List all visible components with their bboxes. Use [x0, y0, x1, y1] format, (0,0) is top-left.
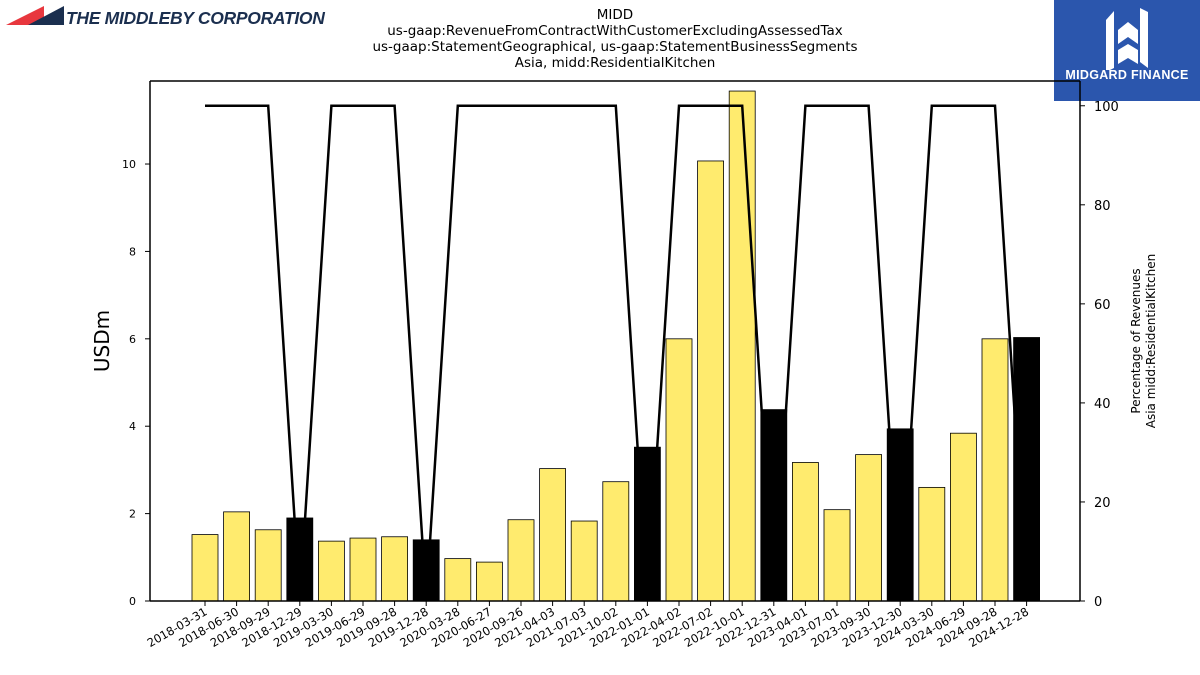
- brand-name: MIDGARD FINANCE: [1065, 68, 1189, 82]
- bar-2021-04-03: [539, 468, 566, 602]
- line-layer: [205, 104, 1028, 602]
- bar-2021-07-03: [570, 520, 598, 602]
- logo-navy-shape: [28, 6, 64, 25]
- y-axis-right-label-line2: Asia midd:ResidentialKitchen: [1144, 254, 1158, 428]
- y-tick-label-right: 0: [1094, 595, 1102, 610]
- bar-2022-04-02: [665, 338, 693, 602]
- y-tick-label-left: 0: [129, 595, 136, 608]
- brand-mark-center: [1118, 22, 1138, 44]
- y-tick-label-right: 40: [1094, 397, 1111, 412]
- percentage-line: [205, 104, 1028, 602]
- bar-2024-09-28: [981, 338, 1009, 602]
- title-axes: us-gaap:StatementGeographical, us-gaap:S…: [372, 39, 858, 55]
- bar-2019-03-30: [317, 540, 345, 602]
- y-axis-label: USDm: [90, 310, 114, 372]
- bars-layer: [191, 90, 1040, 602]
- bar-2022-07-02: [697, 160, 724, 602]
- bar-2023-04-01: [792, 462, 819, 602]
- bar-2020-03-28: [444, 558, 472, 602]
- bar-2023-09-30: [855, 454, 882, 602]
- y-tick-label-right: 80: [1094, 199, 1111, 214]
- y-tick-label-left: 6: [129, 333, 136, 346]
- company-logo-text: THE MIDDLEBY CORPORATION: [66, 8, 325, 28]
- y-axis-right-label-line1: Percentage of Revenues: [1129, 268, 1143, 413]
- bar-2022-12-31: [760, 409, 788, 602]
- y-tick-label-left: 2: [129, 508, 136, 521]
- bar-2020-09-26: [507, 519, 535, 602]
- brand-mark-right-bar: [1140, 8, 1148, 68]
- bar-2020-06-27: [475, 561, 503, 602]
- bar-2018-06-30: [223, 511, 251, 602]
- y-tick-label-right: 20: [1094, 496, 1111, 511]
- company-logo: THE MIDDLEBY CORPORATION: [6, 5, 325, 31]
- y-tick-label-left: 10: [122, 158, 136, 171]
- bar-2021-10-02: [602, 481, 630, 602]
- bar-2024-03-30: [918, 486, 946, 602]
- company-logo-mark: [6, 6, 64, 25]
- bar-2019-09-28: [381, 536, 409, 602]
- chart-title: MIDD us-gaap:RevenueFromContractWithCust…: [315, 7, 915, 71]
- bar-2022-10-01: [728, 90, 756, 602]
- brand-mark-left-bar: [1106, 11, 1114, 70]
- brand-mark-lower: [1118, 44, 1138, 64]
- bar-2019-06-29: [349, 537, 377, 602]
- title-members: Asia, midd:ResidentialKitchen: [514, 55, 716, 71]
- y-tick-label-right: 60: [1094, 298, 1111, 313]
- y-tick-label-right: 100: [1094, 100, 1119, 115]
- title-concept: us-gaap:RevenueFromContractWithCustomerE…: [387, 23, 843, 39]
- y-tick-label-left: 8: [129, 245, 136, 258]
- bar-2018-09-29: [254, 529, 282, 602]
- y-tick-label-left: 4: [129, 420, 136, 433]
- title-ticker: MIDD: [596, 7, 634, 23]
- bar-2018-03-31: [191, 534, 219, 602]
- bar-2023-07-01: [823, 509, 851, 602]
- brand-logo: MIDGARD FINANCE: [1054, 0, 1200, 101]
- brand-logo-mark: [1106, 8, 1148, 70]
- logo-red-shape: [6, 6, 44, 25]
- bar-2024-06-29: [950, 432, 977, 602]
